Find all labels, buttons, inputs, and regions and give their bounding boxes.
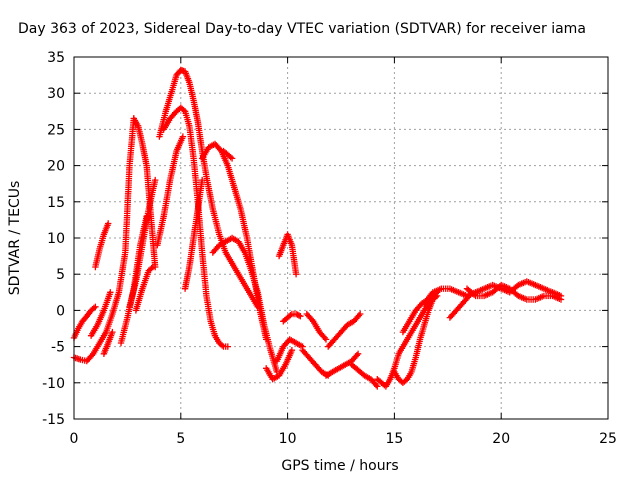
series-arc-30 (446, 292, 473, 321)
series-arc-13 (181, 176, 206, 292)
series-arc-17 (263, 347, 296, 383)
series-markers (348, 361, 381, 390)
series-arc-3 (130, 115, 159, 271)
series-arc-19 (280, 310, 304, 325)
series-arc-23 (322, 350, 362, 379)
series-markers (92, 220, 112, 271)
x-tick-label: 20 (492, 431, 510, 447)
series-arc-18 (273, 336, 306, 365)
series-markers (181, 176, 206, 292)
series-arc-1 (70, 303, 99, 342)
series-arc-24 (325, 310, 364, 350)
axis-ticks: 0 5 10 15 20 25 -15 -10 -5 0 5 10 15 20 25 30 35 (42, 50, 617, 447)
x-tick-label: 0 (70, 431, 79, 447)
series-arc-31 (463, 281, 565, 303)
x-tick-label: 10 (279, 431, 297, 447)
series-markers (100, 328, 116, 357)
series-markers (273, 336, 306, 365)
series-markers (391, 292, 441, 386)
series-markers (126, 176, 159, 310)
y-tick-label: 5 (56, 267, 65, 283)
series-arc-6 (100, 328, 116, 357)
series-arc-10 (156, 66, 261, 310)
y-tick-label: 25 (47, 122, 65, 138)
y-tick-label: 35 (47, 50, 65, 66)
series-markers (70, 303, 99, 342)
chart-title: Day 363 of 2023, Sidereal Day-to-day VTE… (18, 21, 586, 37)
series-markers (299, 347, 332, 379)
series-arc-5 (92, 220, 112, 271)
series-arc-11 (160, 104, 231, 350)
data-points (70, 66, 565, 390)
series-markers (160, 104, 231, 350)
series-arc-22 (299, 347, 332, 379)
x-tick-label: 25 (599, 431, 617, 447)
y-tick-label: 0 (56, 303, 65, 319)
series-arc-15 (209, 234, 281, 376)
y-tick-label: -15 (42, 412, 65, 428)
series-markers (322, 350, 362, 379)
y-tick-label: 15 (47, 195, 65, 211)
y-tick-label: 10 (47, 231, 65, 247)
series-markers (325, 310, 364, 350)
series-arc-4 (87, 289, 114, 339)
x-axis-label: GPS time / hours (281, 458, 398, 474)
series-arc-12 (154, 133, 187, 249)
series-markers (303, 310, 330, 343)
series-markers (209, 234, 281, 376)
y-tick-label: 20 (47, 159, 65, 175)
series-markers (87, 289, 114, 339)
series-arc-8 (126, 176, 159, 310)
series-markers (446, 292, 473, 321)
y-tick-label: 30 (47, 86, 65, 102)
x-tick-label: 5 (176, 431, 185, 447)
series-markers (132, 263, 157, 314)
y-axis-label: SDTVAR / TECUs (7, 181, 23, 296)
series-arc-16 (220, 147, 236, 162)
y-tick-label: -10 (42, 376, 65, 392)
series-markers (280, 310, 304, 325)
series-arc-20 (275, 231, 300, 278)
series-arc-25 (348, 361, 381, 390)
x-tick-label: 15 (385, 431, 403, 447)
chart-grid (74, 57, 608, 419)
series-markers (156, 66, 261, 310)
series-arc-9 (132, 263, 157, 314)
series-markers (463, 281, 565, 303)
series-arc-21 (303, 310, 330, 343)
series-markers (263, 347, 296, 383)
y-tick-label: -5 (51, 340, 65, 356)
series-markers (275, 231, 300, 278)
series-arc-27 (391, 292, 441, 386)
series-markers (220, 147, 236, 162)
series-markers (130, 115, 159, 271)
series-markers (154, 133, 187, 249)
